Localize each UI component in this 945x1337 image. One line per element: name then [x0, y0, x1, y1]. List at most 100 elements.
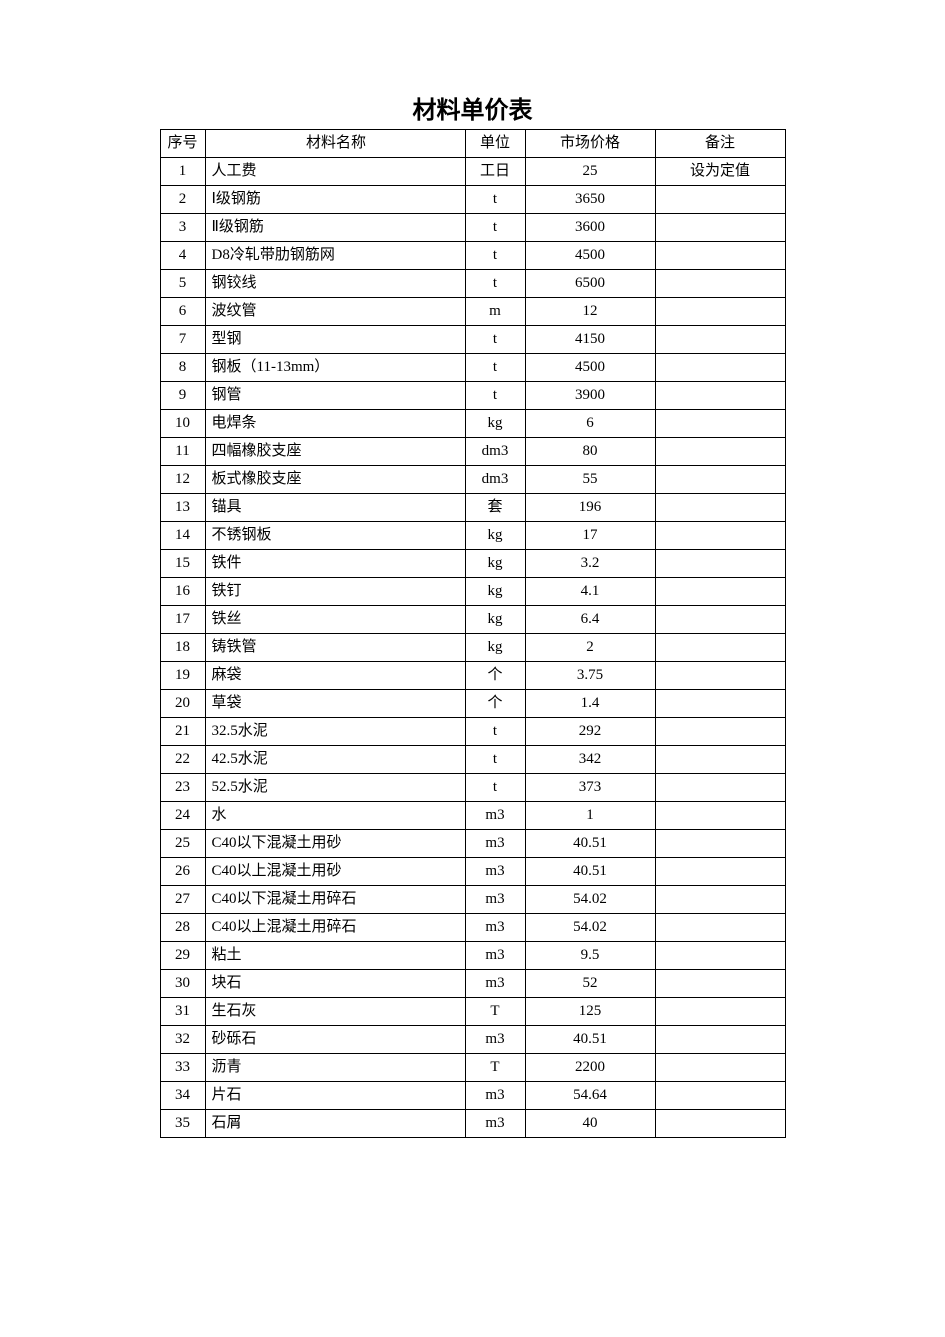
cell-price: 3650: [525, 186, 655, 214]
cell-unit: m3: [465, 970, 525, 998]
cell-note: [655, 522, 785, 550]
cell-unit: kg: [465, 634, 525, 662]
cell-note: [655, 830, 785, 858]
cell-idx: 18: [160, 634, 205, 662]
cell-name: 板式橡胶支座: [205, 466, 465, 494]
table-row: 6波纹管m12: [160, 298, 785, 326]
cell-note: [655, 1026, 785, 1054]
cell-note: [655, 466, 785, 494]
cell-price: 3.2: [525, 550, 655, 578]
cell-note: [655, 550, 785, 578]
cell-price: 125: [525, 998, 655, 1026]
table-row: 33沥青T2200: [160, 1054, 785, 1082]
cell-unit: t: [465, 270, 525, 298]
cell-note: [655, 354, 785, 382]
cell-idx: 24: [160, 802, 205, 830]
cell-unit: t: [465, 214, 525, 242]
cell-price: 4150: [525, 326, 655, 354]
cell-price: 1: [525, 802, 655, 830]
cell-name: 铸铁管: [205, 634, 465, 662]
cell-idx: 2: [160, 186, 205, 214]
cell-name: 石屑: [205, 1110, 465, 1138]
cell-unit: kg: [465, 606, 525, 634]
cell-name: 42.5水泥: [205, 746, 465, 774]
cell-unit: t: [465, 186, 525, 214]
cell-idx: 13: [160, 494, 205, 522]
table-row: 5钢铰线t6500: [160, 270, 785, 298]
cell-unit: 工日: [465, 158, 525, 186]
cell-price: 54.64: [525, 1082, 655, 1110]
cell-name: 块石: [205, 970, 465, 998]
cell-price: 2200: [525, 1054, 655, 1082]
header-unit: 单位: [465, 130, 525, 158]
cell-idx: 6: [160, 298, 205, 326]
page-title: 材料单价表: [120, 90, 825, 125]
cell-note: [655, 718, 785, 746]
cell-price: 54.02: [525, 914, 655, 942]
cell-name: 四幅橡胶支座: [205, 438, 465, 466]
cell-name: 锚具: [205, 494, 465, 522]
cell-note: [655, 662, 785, 690]
table-row: 10电焊条kg6: [160, 410, 785, 438]
cell-name: 沥青: [205, 1054, 465, 1082]
table-row: 28C40以上混凝土用碎石m354.02: [160, 914, 785, 942]
cell-idx: 20: [160, 690, 205, 718]
cell-price: 12: [525, 298, 655, 326]
cell-idx: 28: [160, 914, 205, 942]
table-row: 1人工费工日25设为定值: [160, 158, 785, 186]
cell-name: 铁件: [205, 550, 465, 578]
cell-idx: 34: [160, 1082, 205, 1110]
cell-note: [655, 942, 785, 970]
cell-price: 40.51: [525, 858, 655, 886]
table-row: 15铁件kg3.2: [160, 550, 785, 578]
cell-name: 水: [205, 802, 465, 830]
cell-idx: 22: [160, 746, 205, 774]
cell-unit: m3: [465, 1110, 525, 1138]
cell-unit: m: [465, 298, 525, 326]
cell-price: 9.5: [525, 942, 655, 970]
cell-unit: 个: [465, 690, 525, 718]
table-header-row: 序号 材料名称 单位 市场价格 备注: [160, 130, 785, 158]
cell-note: [655, 886, 785, 914]
cell-note: [655, 326, 785, 354]
cell-idx: 26: [160, 858, 205, 886]
cell-unit: t: [465, 718, 525, 746]
cell-price: 3.75: [525, 662, 655, 690]
cell-idx: 27: [160, 886, 205, 914]
cell-unit: kg: [465, 578, 525, 606]
table-row: 25C40以下混凝土用砂m340.51: [160, 830, 785, 858]
header-idx: 序号: [160, 130, 205, 158]
table-row: 7型钢t4150: [160, 326, 785, 354]
table-row: 3Ⅱ级钢筋t3600: [160, 214, 785, 242]
cell-unit: kg: [465, 410, 525, 438]
cell-name: 铁丝: [205, 606, 465, 634]
cell-unit: dm3: [465, 466, 525, 494]
table-row: 26C40以上混凝土用砂m340.51: [160, 858, 785, 886]
table-row: 13锚具套196: [160, 494, 785, 522]
cell-idx: 11: [160, 438, 205, 466]
document-page: 材料单价表 序号 材料名称 单位 市场价格 备注 1人工费工日25设为定值2Ⅰ级…: [0, 0, 945, 1258]
cell-unit: kg: [465, 522, 525, 550]
cell-idx: 4: [160, 242, 205, 270]
cell-price: 3900: [525, 382, 655, 410]
cell-price: 3600: [525, 214, 655, 242]
table-row: 11四幅橡胶支座dm380: [160, 438, 785, 466]
cell-unit: t: [465, 774, 525, 802]
cell-price: 6: [525, 410, 655, 438]
cell-note: [655, 382, 785, 410]
cell-unit: dm3: [465, 438, 525, 466]
table-row: 19麻袋个3.75: [160, 662, 785, 690]
cell-name: 钢铰线: [205, 270, 465, 298]
cell-idx: 29: [160, 942, 205, 970]
cell-idx: 30: [160, 970, 205, 998]
cell-idx: 32: [160, 1026, 205, 1054]
cell-note: [655, 690, 785, 718]
cell-price: 2: [525, 634, 655, 662]
cell-idx: 35: [160, 1110, 205, 1138]
cell-note: [655, 746, 785, 774]
table-row: 17铁丝kg6.4: [160, 606, 785, 634]
cell-unit: m3: [465, 830, 525, 858]
cell-price: 1.4: [525, 690, 655, 718]
cell-unit: t: [465, 746, 525, 774]
table-row: 31生石灰T125: [160, 998, 785, 1026]
